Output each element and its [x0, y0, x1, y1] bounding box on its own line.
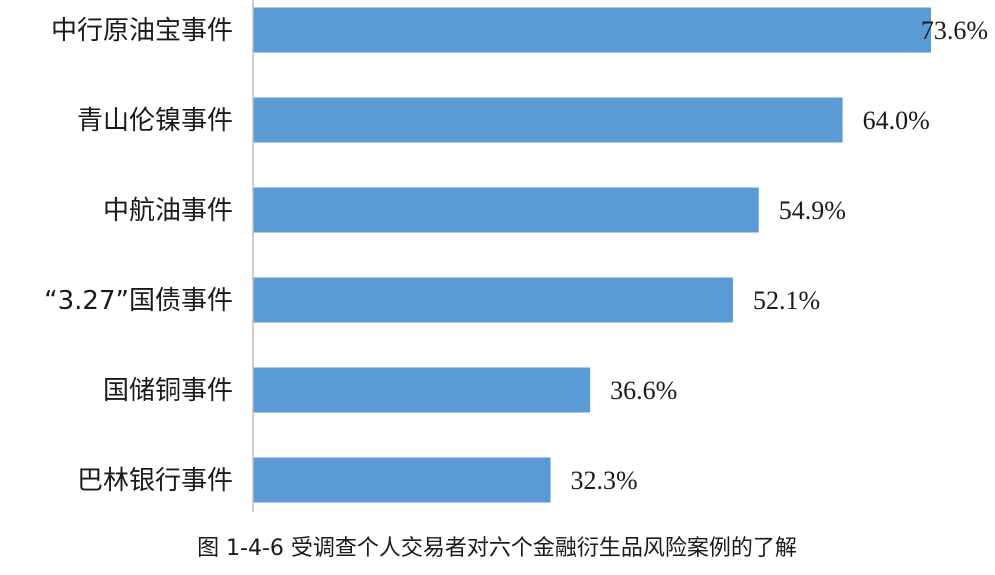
category-label-6: 巴林银行事件 — [77, 466, 233, 496]
category-label-2: 青山伦镍事件 — [77, 106, 233, 136]
category-label-5: 国储铜事件 — [103, 376, 233, 406]
value-label-6: 32.3% — [571, 466, 638, 495]
bar-6 — [253, 457, 551, 503]
value-label-3: 54.9% — [779, 196, 846, 225]
bar-5 — [253, 367, 591, 413]
value-labels: 73.6% 64.0% 54.9% 52.1% 36.6% 32.3% — [571, 16, 988, 495]
category-label-3: 中航油事件 — [103, 196, 233, 226]
value-label-5: 36.6% — [610, 376, 677, 405]
bar-4 — [253, 277, 733, 323]
category-label-4: “3.27”国债事件 — [44, 286, 233, 316]
value-label-1: 73.6% — [921, 16, 988, 45]
value-label-2: 64.0% — [863, 106, 930, 135]
bars-layer — [253, 7, 931, 503]
bar-1 — [253, 7, 931, 53]
figure-caption: 图 1-4-6 受调查个人交易者对六个金融衍生品风险案例的了解 — [197, 536, 797, 561]
category-label-1: 中行原油宝事件 — [51, 16, 233, 46]
bar-3 — [253, 187, 759, 233]
value-label-4: 52.1% — [753, 286, 820, 315]
bar-2 — [253, 97, 843, 143]
